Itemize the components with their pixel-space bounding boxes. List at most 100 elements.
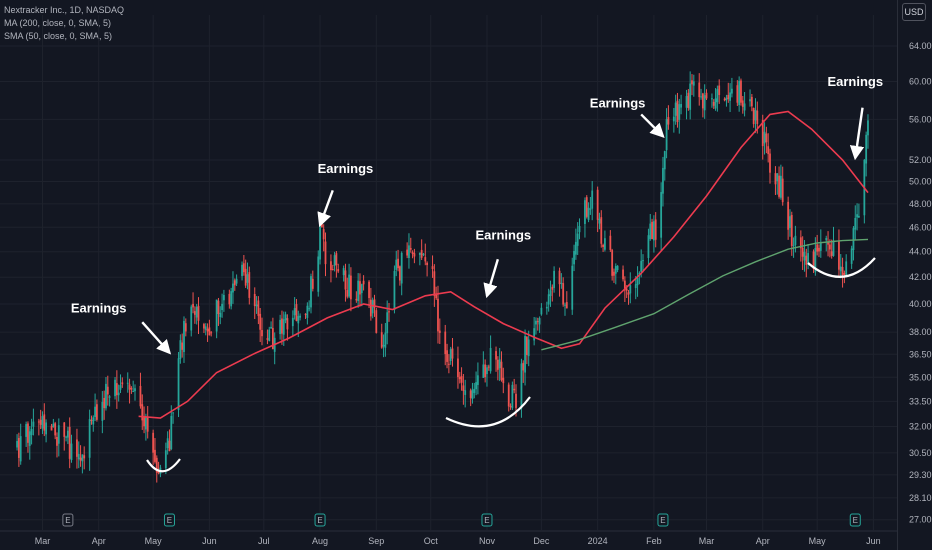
- candle: [779, 164, 782, 200]
- candle: [424, 243, 427, 266]
- candle: [130, 386, 133, 394]
- candle: [179, 334, 182, 364]
- bottom-curve-1: [146, 458, 181, 473]
- earnings-event-marker[interactable]: E: [62, 513, 74, 527]
- candle: [184, 318, 187, 337]
- candle: [400, 251, 403, 296]
- candle: [37, 418, 40, 436]
- candle: [692, 74, 695, 97]
- candle: [103, 390, 106, 420]
- candle: [273, 332, 276, 365]
- candle: [117, 384, 120, 402]
- earnings-event-marker[interactable]: E: [657, 513, 669, 527]
- candle: [812, 249, 815, 274]
- candle: [355, 291, 358, 303]
- candle: [789, 209, 791, 237]
- candle: [449, 346, 452, 365]
- candle: [81, 454, 84, 474]
- candle: [509, 403, 512, 410]
- x-tick-label: Dec: [533, 536, 550, 546]
- candle: [678, 98, 681, 134]
- candle: [827, 231, 829, 257]
- earnings-annotation: Earnings: [475, 227, 531, 299]
- candle: [533, 317, 536, 346]
- candle: [203, 322, 205, 333]
- candle: [642, 254, 644, 273]
- candle: [460, 367, 463, 391]
- candle: [727, 82, 730, 103]
- candle: [166, 431, 169, 455]
- y-tick-label: 56.00: [909, 114, 932, 124]
- candle: [242, 255, 245, 276]
- candle: [536, 317, 539, 331]
- earnings-event-marker[interactable]: E: [481, 513, 493, 527]
- candle: [28, 426, 31, 460]
- candle: [221, 293, 223, 318]
- x-tick-label: Nov: [479, 536, 496, 546]
- candle: [749, 89, 751, 107]
- candle: [660, 182, 663, 251]
- earnings-event-marker[interactable]: E: [849, 513, 861, 527]
- candle: [602, 243, 604, 252]
- earnings-event-marker[interactable]: E: [163, 513, 175, 527]
- candle: [90, 415, 93, 425]
- x-tick-label: Jun: [866, 536, 881, 546]
- candle: [627, 289, 630, 305]
- candle: [736, 80, 739, 107]
- event-marker-label: E: [484, 516, 489, 525]
- earnings-event-marker[interactable]: E: [314, 513, 326, 527]
- candle: [54, 421, 57, 440]
- candle: [41, 411, 44, 435]
- candle: [371, 297, 374, 319]
- candle: [369, 287, 372, 321]
- y-tick-label: 48.00: [909, 199, 932, 209]
- candle: [484, 359, 487, 383]
- x-tick-label: Feb: [646, 536, 662, 546]
- candle: [25, 421, 28, 447]
- currency-badge[interactable]: USD: [902, 3, 926, 21]
- candle: [451, 337, 454, 367]
- candle: [88, 409, 91, 471]
- candle: [712, 99, 715, 109]
- candle: [126, 372, 129, 393]
- candle: [68, 417, 71, 469]
- candle: [471, 382, 474, 404]
- candle: [743, 92, 746, 117]
- grid: [0, 15, 897, 530]
- candle: [549, 280, 552, 307]
- candle: [604, 230, 606, 252]
- candle: [52, 418, 55, 428]
- candle: [807, 244, 809, 270]
- candle: [43, 403, 46, 437]
- x-axis[interactable]: Mar Apr May Jun Jul Aug Sep Oct Nov Dec 2024 Feb Mar…: [0, 0, 898, 550]
- candle: [357, 273, 360, 308]
- candle: [253, 287, 256, 320]
- candle: [687, 89, 690, 111]
- earnings-arrow: [640, 113, 665, 138]
- candle: [193, 306, 196, 324]
- candle: [115, 370, 118, 409]
- candle: [63, 422, 66, 451]
- candle: [614, 263, 617, 285]
- candle: [776, 173, 779, 195]
- y-tick-label: 46.00: [909, 222, 932, 232]
- moving-averages: [138, 110, 869, 419]
- candle: [324, 232, 327, 277]
- sma50-line: [541, 238, 869, 351]
- x-tick-label: Apr: [756, 536, 770, 546]
- y-axis[interactable]: 27.00 28.10 29.30 30.50 32.00 33.50 35.00 36.50…: [909, 41, 932, 525]
- candle: [306, 302, 309, 325]
- candle: [723, 97, 726, 102]
- candle: [447, 354, 450, 374]
- candle: [27, 421, 29, 453]
- candle: [462, 373, 465, 405]
- candle: [763, 122, 766, 155]
- candle: [311, 270, 314, 292]
- candle: [192, 292, 194, 314]
- candle: [538, 316, 541, 333]
- candle: [558, 267, 561, 297]
- candle: [731, 77, 733, 98]
- candle: [841, 257, 844, 288]
- candle: [295, 298, 298, 322]
